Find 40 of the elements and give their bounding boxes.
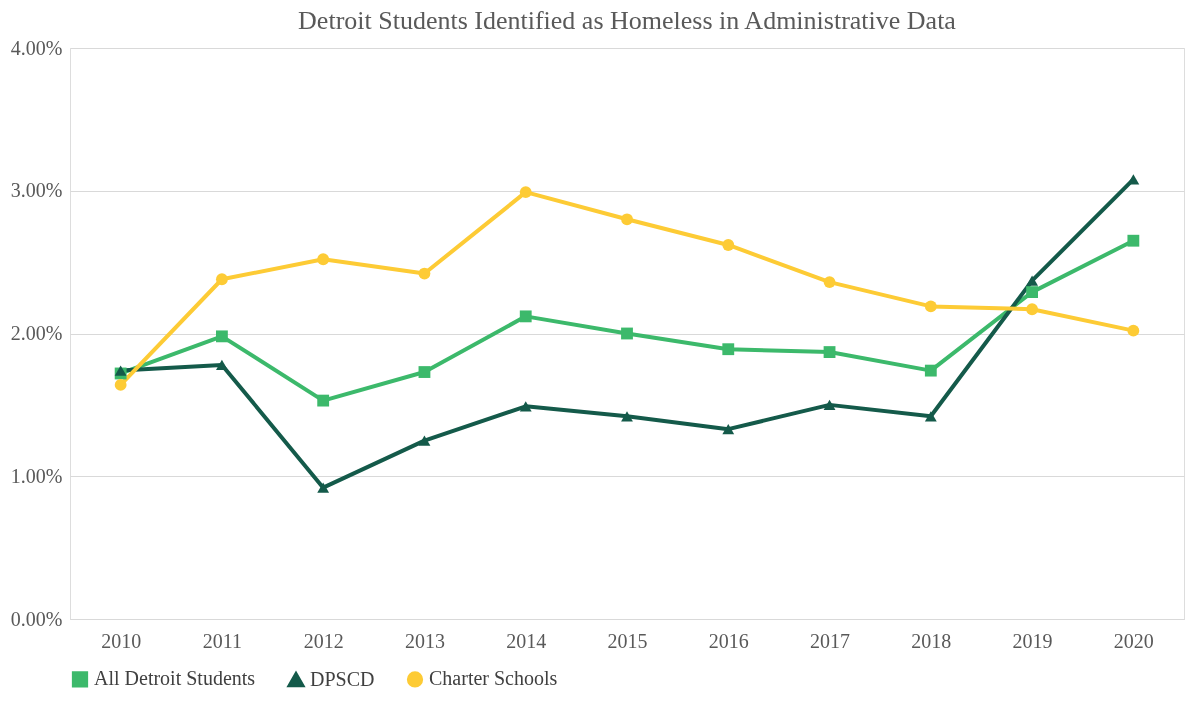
x-tick-label: 2013	[404, 629, 445, 652]
point	[823, 276, 836, 289]
point	[1026, 303, 1039, 316]
x-tick-label: 2012	[303, 629, 344, 652]
point	[114, 378, 127, 391]
legend-label: Charter Schools	[429, 667, 558, 690]
point	[722, 343, 735, 356]
legend-label: All Detroit Students	[94, 667, 256, 690]
legend-label: DPSCD	[310, 667, 375, 690]
point	[722, 239, 735, 251]
x-tick-label: 2019	[1012, 629, 1053, 652]
point	[924, 411, 937, 422]
y-tick-label: 0.00%	[10, 607, 63, 630]
point	[317, 394, 330, 407]
point	[924, 364, 937, 377]
x-tick-label: 2010	[101, 629, 142, 652]
point	[722, 424, 735, 435]
y-tick-label: 3.00%	[10, 179, 63, 202]
point	[317, 482, 330, 493]
x-tick-label: 2016	[708, 629, 749, 652]
y-tick-label: 4.00%	[10, 36, 63, 59]
point	[215, 273, 228, 286]
y-tick-label: 1.00%	[10, 464, 63, 487]
point	[1026, 286, 1039, 299]
x-tick-label: 2014	[506, 629, 547, 652]
point	[215, 330, 228, 343]
x-tick-label: 2020	[1113, 629, 1154, 652]
x-tick-label: 2018	[911, 629, 952, 652]
point	[519, 186, 532, 199]
point	[519, 310, 532, 323]
point	[317, 253, 330, 266]
x-tick-label: 2011	[202, 629, 243, 652]
x-tick-label: 2015	[607, 629, 648, 652]
x-tick-label: 2017	[810, 629, 851, 652]
point	[519, 401, 532, 412]
y-tick-label: 2.00%	[10, 322, 63, 344]
chart-title: Detroit Students Identified as Homeless in Administrative Data	[298, 6, 957, 35]
point	[215, 359, 228, 371]
point	[1026, 275, 1039, 286]
point	[924, 300, 937, 313]
